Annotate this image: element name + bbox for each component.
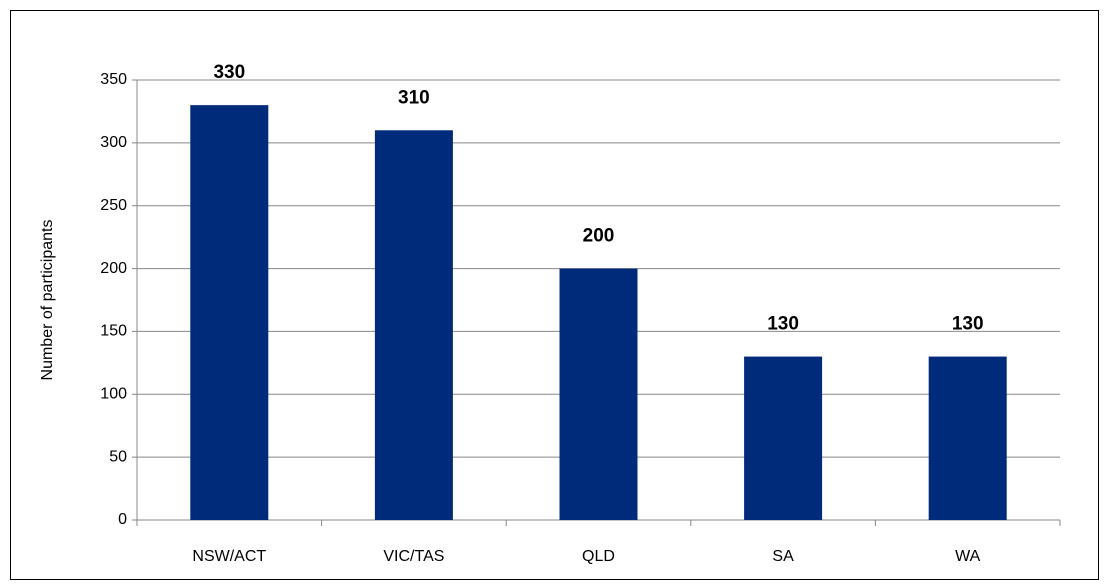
- x-tick-label: VIC/TAS: [383, 548, 444, 565]
- bar: [374, 130, 453, 521]
- bar: [190, 105, 269, 521]
- y-tick-label: 350: [100, 71, 127, 88]
- y-axis-label: Number of participants: [39, 220, 56, 381]
- x-tick-label: SA: [772, 548, 794, 565]
- y-tick-label: 150: [100, 323, 127, 340]
- x-tick-label: WA: [955, 548, 981, 565]
- data-label: 130: [952, 314, 984, 335]
- data-label: 310: [398, 87, 430, 108]
- y-tick-label: 50: [109, 448, 127, 465]
- y-tick-label: 0: [118, 511, 127, 528]
- bar: [559, 268, 638, 520]
- bar: [928, 356, 1007, 520]
- data-label: 130: [767, 314, 799, 335]
- y-tick-label: 250: [100, 197, 127, 214]
- x-tick-label: NSW/ACT: [192, 548, 266, 565]
- x-tick-label: QLD: [582, 548, 615, 565]
- data-label: 330: [213, 62, 245, 83]
- data-label: 200: [583, 226, 615, 247]
- bar: [744, 356, 823, 520]
- y-tick-label: 200: [100, 260, 127, 277]
- y-tick-label: 300: [100, 134, 127, 151]
- y-tick-label: 100: [100, 386, 127, 403]
